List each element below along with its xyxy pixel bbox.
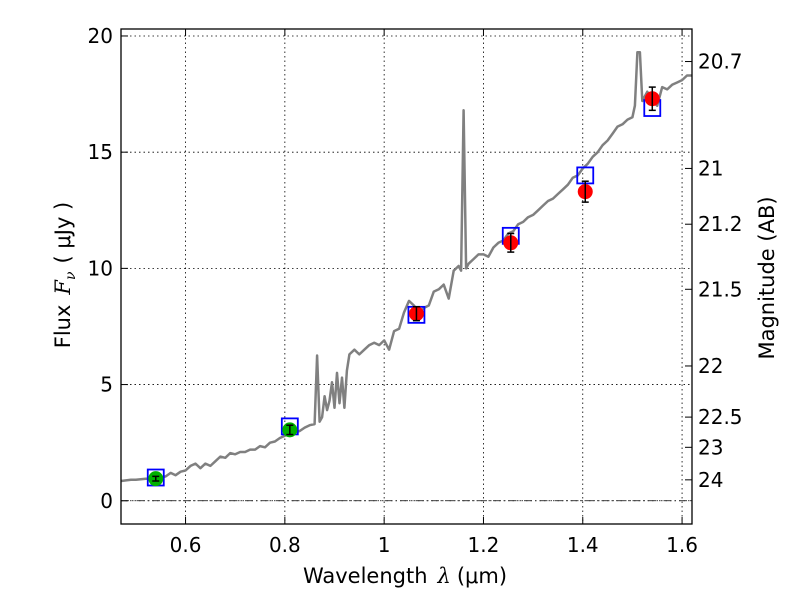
y2-tick-label: 23: [698, 435, 723, 459]
x-tick-label: 1: [378, 533, 391, 557]
y2-tick-label: 21.2: [698, 212, 743, 236]
y2-tick-label: 21.5: [698, 277, 743, 301]
y-axis-label: Flux Fν ( μJy ): [51, 202, 79, 348]
x-tick-label: 1.4: [567, 533, 599, 557]
x-tick-label: 0.8: [269, 533, 301, 557]
y2-tick-label: 20.7: [698, 50, 743, 74]
y-tick-label: 0: [100, 489, 113, 513]
axis-layer: 0.6 0.8 1 1.2 1.4 1.6 0 5 10 15 20 20.7 21 21.2 21.5 22…: [88, 24, 743, 557]
y-axis-label-text: Flux: [51, 305, 75, 349]
y2-tick-label: 22.5: [698, 405, 743, 429]
y2-tick-label: 24: [698, 468, 723, 492]
y-axis-symbol: F: [51, 279, 75, 296]
x-axis-label: Wavelength λ (μm): [303, 564, 507, 588]
y2-axis-label: Magnitude (AB): [755, 196, 779, 359]
y-tick-label: 15: [88, 140, 113, 164]
y-tick-label: 10: [88, 256, 113, 280]
grid-layer: [121, 29, 692, 524]
y-axis-unit: ( μJy ): [51, 202, 75, 264]
x-axis-label-text: Wavelength: [303, 564, 428, 588]
y-axis-subscript: ν: [63, 271, 79, 280]
x-tick-label: 1.6: [666, 533, 698, 557]
y2-tick-label: 21: [698, 156, 723, 180]
x-tick-label: 0.6: [170, 533, 202, 557]
y-tick-label: 20: [88, 24, 113, 48]
data-layer: [120, 50, 692, 487]
y2-tick-label: 22: [698, 354, 723, 378]
spectrum-line: [120, 50, 692, 483]
x-axis-unit: (μm): [457, 564, 507, 588]
x-axis-symbol: λ: [437, 564, 451, 588]
y-tick-label: 5: [100, 373, 113, 397]
x-tick-label: 1.2: [468, 533, 500, 557]
plot-frame: [120, 28, 693, 525]
